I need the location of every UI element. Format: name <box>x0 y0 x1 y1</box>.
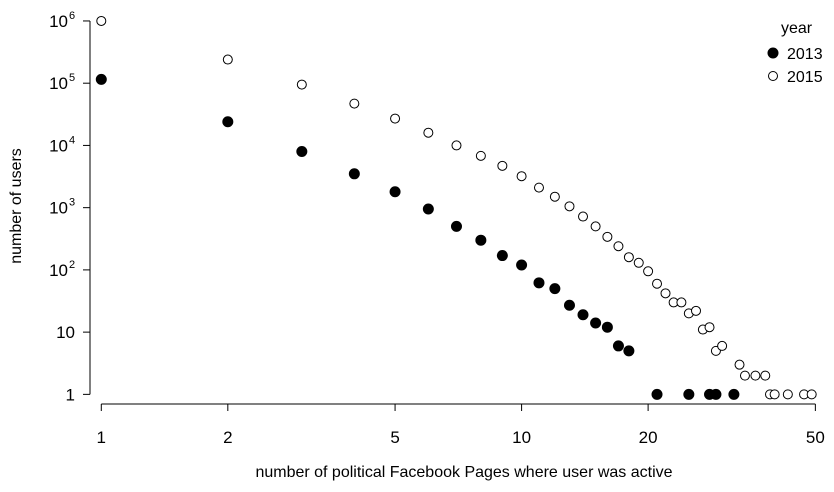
legend-title: year <box>781 20 813 37</box>
series-2015 <box>96 15 817 400</box>
point-2013 <box>710 388 722 400</box>
point-2015 <box>739 370 750 381</box>
x-ticks: 1 2 5 10 20 50 <box>97 404 825 447</box>
point-2013 <box>590 317 602 329</box>
point-2015 <box>691 305 702 316</box>
point-2015 <box>296 79 307 90</box>
x-tick-label: 50 <box>806 428 825 447</box>
point-2013 <box>348 168 360 180</box>
point-2015 <box>451 140 462 151</box>
point-2015 <box>349 98 360 109</box>
point-2015 <box>423 127 434 138</box>
y-tick-label: 10 <box>49 136 68 155</box>
point-2015 <box>750 370 761 381</box>
point-2013 <box>95 73 107 85</box>
point-2015 <box>590 221 601 232</box>
point-2013 <box>683 388 695 400</box>
point-2015 <box>602 231 613 242</box>
point-2015 <box>782 389 793 400</box>
point-2013 <box>728 388 740 400</box>
point-2015 <box>497 160 508 171</box>
point-2015 <box>643 266 654 277</box>
point-2015 <box>549 191 560 202</box>
point-2013 <box>496 250 508 262</box>
point-2015 <box>633 257 644 268</box>
point-2015 <box>533 182 544 193</box>
legend-label-2015: 2015 <box>787 69 823 86</box>
point-2015 <box>760 370 771 381</box>
y-tick-exponent: 2 <box>69 259 75 271</box>
y-tick-label: 10 <box>49 199 68 218</box>
point-2015 <box>516 171 527 182</box>
y-tick-exponent: 5 <box>69 72 75 84</box>
point-2013 <box>601 321 613 333</box>
y-tick-label: 10 <box>49 261 68 280</box>
point-2013 <box>563 299 575 311</box>
point-2013 <box>549 283 561 295</box>
point-2015 <box>806 389 817 400</box>
legend: year 2013 2015 <box>767 20 823 86</box>
point-2013 <box>475 234 487 246</box>
point-2013 <box>296 145 308 157</box>
point-2015 <box>652 278 663 289</box>
point-2015 <box>734 359 745 370</box>
y-tick-label: 1 <box>66 385 75 404</box>
point-2013 <box>623 345 635 357</box>
point-2015 <box>96 15 107 26</box>
point-2015 <box>613 241 624 252</box>
legend-label-2013: 2013 <box>787 46 823 63</box>
point-2013 <box>577 309 589 321</box>
series-2013 <box>95 73 740 400</box>
point-2013 <box>516 259 528 271</box>
x-tick-label: 1 <box>97 428 106 447</box>
point-2013 <box>450 220 462 232</box>
x-tick-label: 20 <box>639 428 658 447</box>
point-2015 <box>704 322 715 333</box>
point-2015 <box>222 54 233 65</box>
point-2013 <box>222 116 234 128</box>
point-2015 <box>623 252 634 263</box>
point-2015 <box>578 211 589 222</box>
y-tick-exponent: 6 <box>69 10 75 22</box>
y-axis-title: number of users <box>8 148 25 264</box>
series-layer <box>95 15 817 400</box>
point-2013 <box>612 340 624 352</box>
point-2015 <box>390 113 401 124</box>
legend-marker-2013 <box>767 47 779 59</box>
x-tick-label: 2 <box>223 428 232 447</box>
point-2013 <box>389 186 401 198</box>
x-axis-title: number of political Facebook Pages where… <box>255 464 672 481</box>
y-tick-label: 10 <box>49 74 68 93</box>
point-2015 <box>660 288 671 299</box>
point-2015 <box>769 389 780 400</box>
point-2015 <box>717 340 728 351</box>
y-tick-label: 10 <box>56 323 75 342</box>
x-tick-label: 10 <box>512 428 531 447</box>
point-2015 <box>676 297 687 308</box>
legend-marker-2015 <box>768 71 778 81</box>
x-tick-label: 5 <box>390 428 399 447</box>
point-2015 <box>475 150 486 161</box>
y-tick-exponent: 3 <box>69 197 75 209</box>
point-2015 <box>564 201 575 212</box>
point-2013 <box>533 277 545 289</box>
point-2013 <box>651 388 663 400</box>
y-tick-exponent: 4 <box>69 134 75 146</box>
y-tick-label: 10 <box>49 12 68 31</box>
point-2013 <box>422 203 434 215</box>
